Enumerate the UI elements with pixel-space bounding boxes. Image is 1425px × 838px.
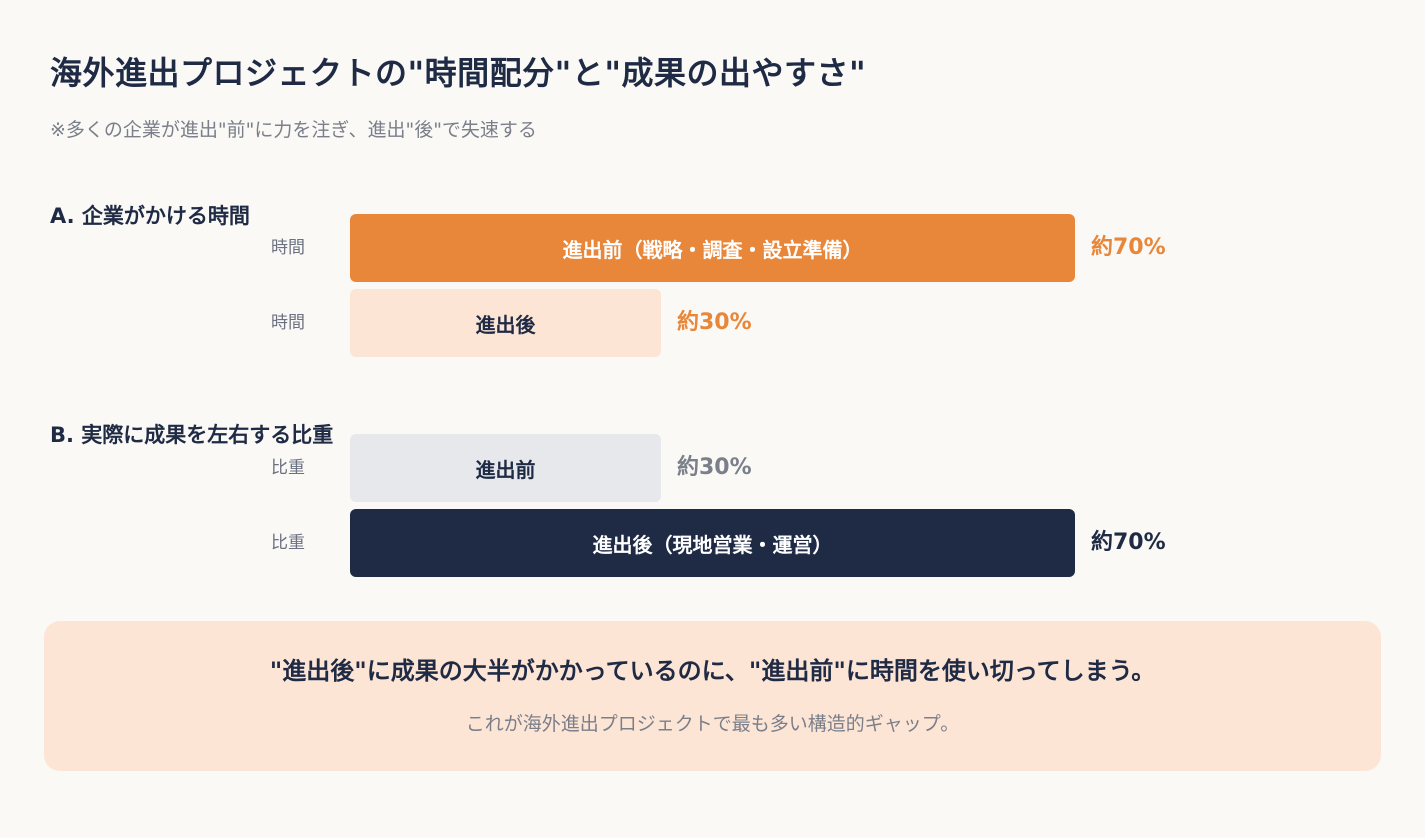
bar-label: 進出後 [475, 312, 536, 337]
bar-label: 進出前（戦略・調査・設立準備） [562, 237, 863, 262]
callout-box: "進出後"に成果の大半がかかっているのに、"進出前"に時間を使い切ってしまう。 … [44, 621, 1381, 771]
section-title: B. 実際に成果を左右する比重 [50, 423, 334, 447]
row-label: 比重 [271, 458, 305, 478]
value-label: 約30% [677, 310, 752, 335]
bar: 進出後 [350, 289, 661, 357]
callout-sub-text: これが海外進出プロジェクトで最も多い構造的ギャップ。 [465, 713, 960, 735]
bar-label: 進出前 [475, 457, 536, 482]
section-title: A. 企業がかける時間 [50, 204, 250, 228]
page-subtitle: ※多くの企業が進出"前"に力を注ぎ、進出"後"で失速する [50, 119, 537, 141]
value-label: 約70% [1091, 235, 1166, 260]
bar: 進出前 [350, 434, 661, 502]
callout-main-text: "進出後"に成果の大半がかかっているのに、"進出前"に時間を使い切ってしまう。 [269, 657, 1156, 685]
row-label: 比重 [271, 533, 305, 553]
value-label: 約30% [677, 455, 752, 480]
bar: 進出前（戦略・調査・設立準備） [350, 214, 1075, 282]
value-label: 約70% [1091, 530, 1166, 555]
row-label: 時間 [271, 238, 305, 258]
page-title: 海外進出プロジェクトの"時間配分"と"成果の出やすさ" [50, 54, 867, 92]
bar-label: 進出後（現地営業・運営） [592, 532, 833, 557]
bar: 進出後（現地営業・運営） [350, 509, 1075, 577]
row-label: 時間 [271, 313, 305, 333]
